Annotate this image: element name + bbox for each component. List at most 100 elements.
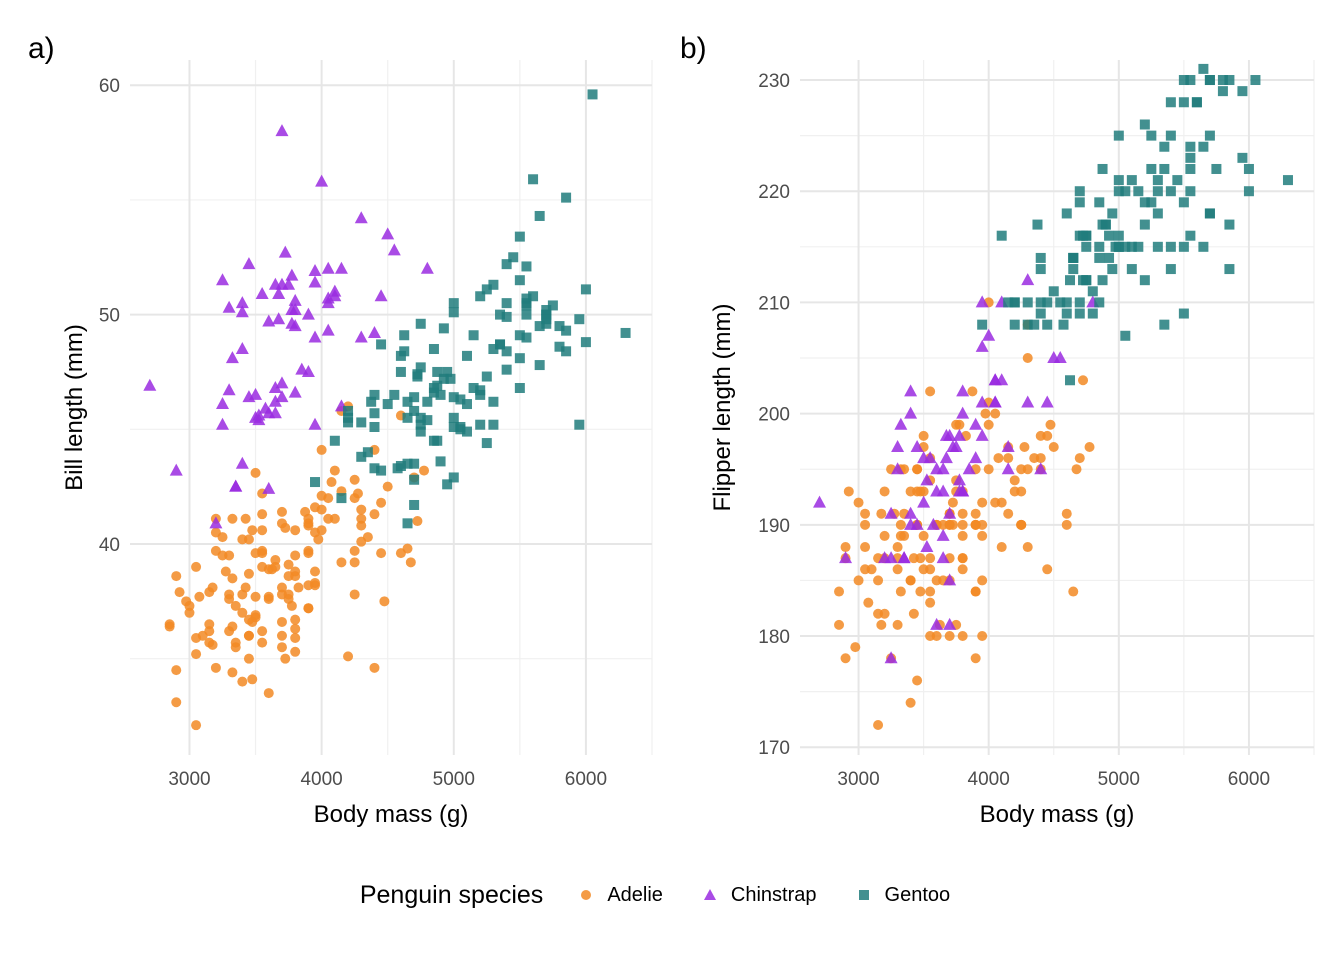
data-point-gentoo [1198,241,1209,252]
data-point-gentoo [514,383,525,394]
data-point-gentoo [1178,308,1189,319]
data-point-adelie [276,616,287,627]
data-point-gentoo [1055,297,1066,308]
data-point-chinstrap [988,395,1002,408]
data-point-chinstrap [917,451,931,464]
data-point-gentoo [1139,119,1150,130]
data-point-adelie [970,653,981,664]
data-point-chinstrap [939,428,953,441]
data-point-gentoo [1126,175,1137,186]
data-point-chinstrap [216,417,230,430]
data-point-chinstrap [930,484,944,497]
data-point-adelie [967,386,978,397]
data-point-gentoo [561,325,572,336]
data-point-chinstrap [262,314,276,327]
data-point-adelie [405,557,416,568]
legend-label-gentoo: Gentoo [884,883,951,906]
data-point-gentoo [461,399,472,410]
data-point-gentoo [1042,297,1053,308]
data-point-gentoo [1191,97,1202,108]
data-point-adelie [957,631,968,642]
data-point-adelie [230,637,241,648]
data-point-chinstrap [891,462,905,475]
grid [800,60,1315,755]
data-point-adelie [925,631,936,642]
data-point-gentoo [1146,130,1157,141]
data-point-adelie [977,497,988,508]
data-point-gentoo [534,360,545,371]
data-point-chinstrap [1034,462,1048,475]
data-point-gentoo [438,323,449,334]
data-point-adelie [996,542,1007,553]
data-point-chinstrap [1021,395,1035,408]
data-point-gentoo [468,383,479,394]
data-point-gentoo [561,346,572,357]
data-point-gentoo [475,389,486,400]
data-point-adelie [1016,519,1027,530]
data-point-gentoo [580,337,591,348]
data-point-gentoo [1178,97,1189,108]
data-point-adelie [237,607,248,618]
data-point-chinstrap [295,362,309,375]
data-point-chinstrap [904,384,918,397]
data-point-adelie [283,559,294,570]
series-chinstrap [143,124,434,529]
data-point-gentoo [402,396,413,407]
data-point-adelie [853,575,864,586]
series-gentoo [310,89,631,529]
data-point-gentoo [501,346,512,357]
data-point-adelie [918,530,929,541]
data-point-gentoo [1204,75,1215,86]
data-point-adelie [1003,453,1014,464]
data-point-adelie [379,596,390,607]
data-point-adelie [947,497,958,508]
data-point-gentoo [1104,252,1115,263]
data-point-gentoo [366,396,377,407]
data-point-gentoo [376,339,387,350]
data-point-gentoo [501,298,512,309]
data-point-adelie [1029,453,1040,464]
data-point-adelie [276,630,287,641]
data-point-chinstrap [315,174,329,187]
data-point-gentoo [1185,230,1196,241]
data-point-gentoo [996,230,1007,241]
y-tick-label: 60 [99,76,120,97]
data-point-gentoo [501,259,512,270]
data-point-adelie [257,637,268,648]
data-point-gentoo [1035,264,1046,275]
data-point-adelie [1045,419,1056,430]
data-point-chinstrap [285,268,299,281]
y-tick-label: 170 [758,738,790,759]
x-tick-label: 3000 [837,769,879,790]
data-point-chinstrap [936,462,950,475]
data-point-gentoo [528,291,539,302]
data-point-chinstrap [222,383,236,396]
data-point-gentoo [432,435,443,446]
data-point-gentoo [448,392,459,403]
x-tick-label: 5000 [433,769,475,790]
data-point-gentoo [356,417,367,428]
data-point-adelie [1009,475,1020,486]
data-point-chinstrap [910,439,924,452]
data-point-chinstrap [956,384,970,397]
data-point-adelie [243,630,254,641]
data-point-adelie [303,603,314,614]
x-axis-title: Body mass (g) [980,801,1135,828]
data-point-gentoo [461,426,472,437]
data-point-adelie [876,508,887,519]
data-point-gentoo [495,339,506,350]
y-tick-label: 40 [99,535,120,556]
data-point-chinstrap [920,540,934,553]
data-point-adelie [873,719,884,730]
data-point-chinstrap [969,451,983,464]
data-point-adelie [210,527,221,538]
data-point-gentoo [395,366,406,377]
data-point-adelie [174,587,185,598]
data-point-adelie [352,488,363,499]
data-point-chinstrap [1021,273,1035,286]
y-tick-label: 50 [99,306,120,327]
data-point-gentoo [528,174,539,185]
data-point-gentoo [448,412,459,423]
data-point-adelie [290,646,301,657]
